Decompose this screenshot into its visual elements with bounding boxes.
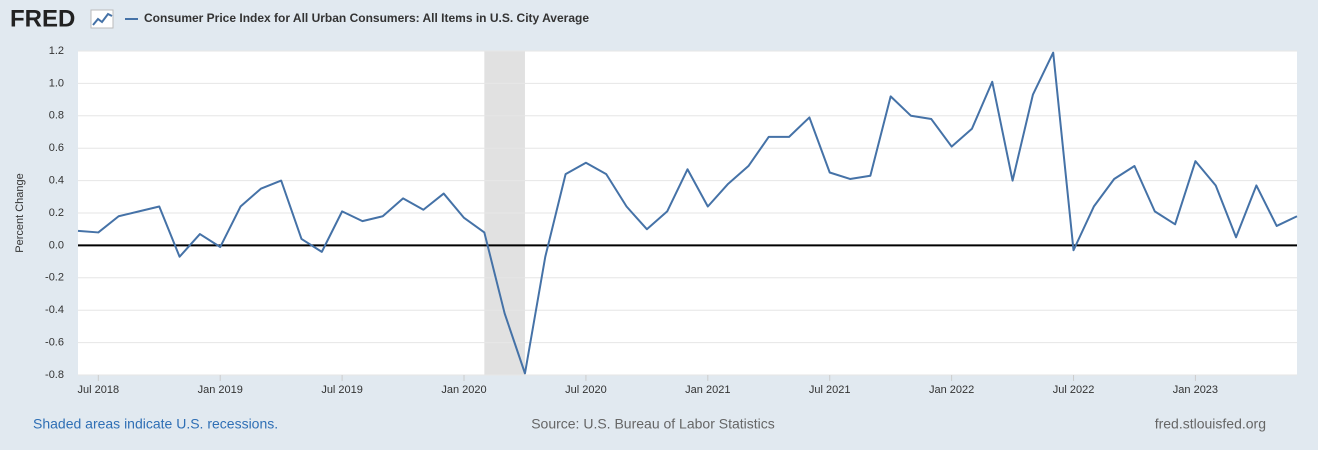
- y-tick-label: 0.0: [49, 239, 64, 251]
- y-tick-label: 0.2: [49, 207, 64, 219]
- logo-icon: [90, 9, 114, 29]
- y-tick-label: -0.6: [45, 337, 64, 349]
- x-tick-label: Jan 2019: [198, 384, 243, 396]
- x-tick-label: Jul 2021: [809, 384, 851, 396]
- y-tick-label: 0.6: [49, 142, 64, 154]
- site-link[interactable]: fred.stlouisfed.org: [1155, 416, 1266, 432]
- y-tick-label: -0.8: [45, 369, 64, 381]
- x-tick-label: Jul 2022: [1053, 384, 1095, 396]
- y-tick-label: 0.8: [49, 110, 64, 122]
- recession-note[interactable]: Shaded areas indicate U.S. recessions.: [33, 416, 278, 432]
- source: Source: U.S. Bureau of Labor Statistics: [531, 416, 775, 432]
- x-tick-label: Jan 2020: [441, 384, 486, 396]
- legend-label: Consumer Price Index for All Urban Consu…: [144, 11, 589, 25]
- x-tick-label: Jul 2018: [78, 384, 120, 396]
- logo: FRED: [10, 5, 75, 32]
- x-tick-label: Jan 2022: [929, 384, 974, 396]
- y-tick-label: 0.4: [49, 175, 64, 187]
- y-axis-label: Percent Change: [14, 173, 26, 253]
- y-tick-label: -0.2: [45, 272, 64, 284]
- x-tick-label: Jul 2019: [321, 384, 363, 396]
- series-line: [77, 51, 1298, 375]
- y-tick-label: 1.0: [49, 77, 64, 89]
- y-tick-label: -0.4: [45, 304, 64, 316]
- x-tick-label: Jan 2021: [685, 384, 730, 396]
- x-tick-label: Jul 2020: [565, 384, 607, 396]
- x-tick-label: Jan 2023: [1173, 384, 1218, 396]
- y-tick-label: 1.2: [49, 45, 64, 57]
